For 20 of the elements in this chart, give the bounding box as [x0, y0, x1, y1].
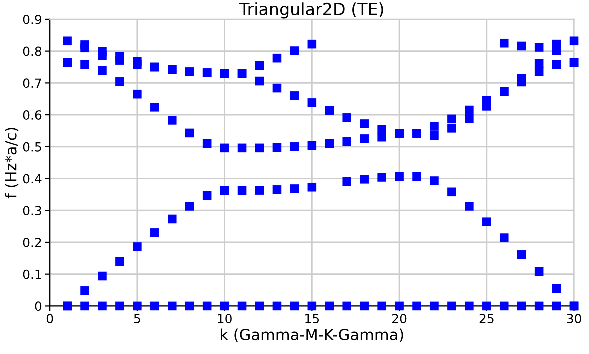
- y-axis-title: f (Hz*a/c): [4, 128, 19, 199]
- y-tick-label: 0.7: [23, 78, 42, 88]
- y-tick-label: 0.8: [23, 46, 42, 56]
- y-tick-label: 0.9: [23, 14, 42, 24]
- x-tick-label: 0: [46, 314, 54, 324]
- y-tick-label: 0.3: [23, 206, 42, 216]
- x-axis-title: k (Gamma-M-K-Gamma): [221, 328, 404, 342]
- x-tick-label: 30: [567, 314, 582, 324]
- y-tick-label: 0: [35, 302, 42, 312]
- x-tick-label: 20: [392, 314, 407, 324]
- x-tick-label: 5: [134, 314, 140, 324]
- y-tick-label: 0.1: [23, 270, 42, 280]
- chart-title: Triangular2D (TE): [239, 2, 384, 19]
- x-tick-label: 25: [480, 314, 494, 324]
- x-tick-label: 10: [218, 314, 232, 324]
- x-tick-label: 15: [306, 314, 320, 324]
- y-tick-label: 0.6: [23, 110, 42, 120]
- y-tick-label: 0.4: [23, 174, 42, 184]
- y-tick-label: 0.5: [23, 142, 42, 152]
- y-tick-label: 0.2: [23, 238, 42, 248]
